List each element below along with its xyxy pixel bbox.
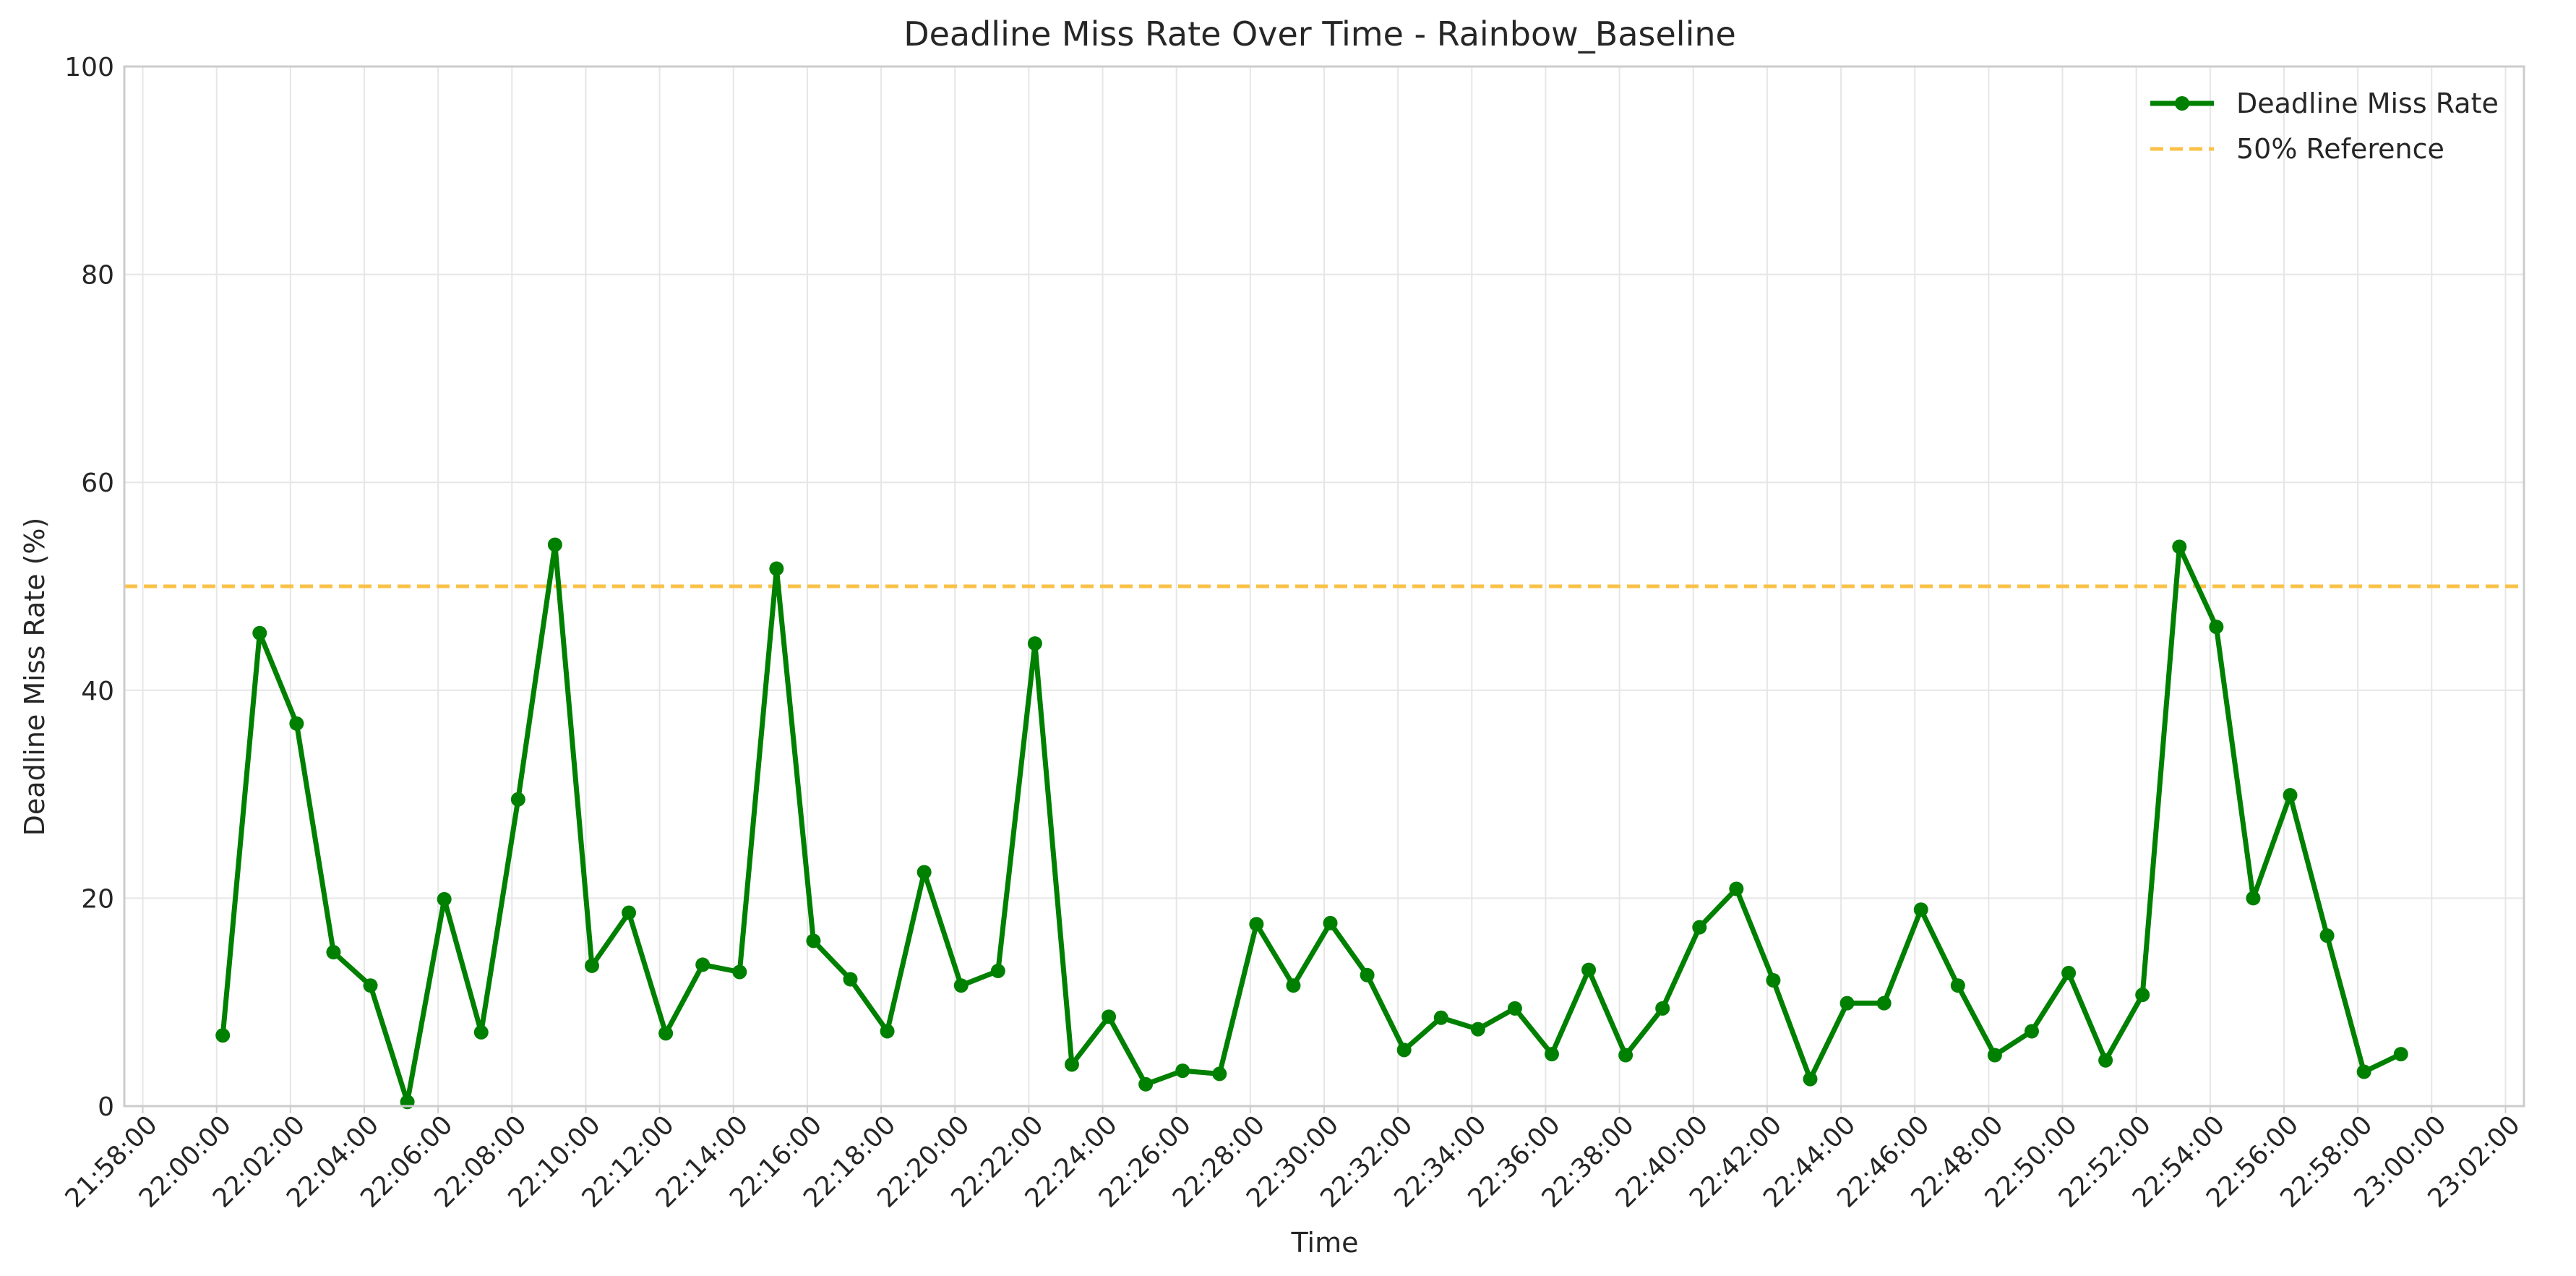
data-point xyxy=(2172,539,2187,554)
y-tick-label: 40 xyxy=(81,677,114,706)
data-point xyxy=(1470,1022,1485,1037)
data-point xyxy=(289,716,304,731)
legend-marker-deadline-miss-rate xyxy=(2175,96,2189,111)
data-point xyxy=(1027,636,1042,651)
data-point xyxy=(547,537,562,552)
data-point xyxy=(953,978,969,993)
data-point xyxy=(1876,995,1892,1011)
data-point xyxy=(1433,1010,1448,1025)
y-tick-label: 60 xyxy=(81,468,114,498)
data-point xyxy=(1655,1001,1670,1016)
data-point xyxy=(1175,1063,1190,1079)
legend-label-deadline-miss-rate: Deadline Miss Rate xyxy=(2236,87,2499,119)
data-point xyxy=(363,978,378,993)
data-point xyxy=(2393,1047,2408,1062)
data-point xyxy=(806,933,821,949)
data-point xyxy=(1323,915,1338,930)
y-tick-label: 20 xyxy=(81,884,114,914)
y-tick-label: 80 xyxy=(81,261,114,291)
data-point xyxy=(1803,1071,1818,1087)
data-point xyxy=(880,1024,895,1039)
y-tick-label: 100 xyxy=(64,53,114,82)
data-point xyxy=(1249,917,1264,932)
data-point xyxy=(990,964,1005,979)
data-point xyxy=(2024,1024,2039,1039)
data-point xyxy=(622,905,637,920)
data-point xyxy=(1064,1057,1079,1072)
series-layer xyxy=(215,537,2408,1110)
data-point xyxy=(1766,973,1781,988)
data-point xyxy=(2135,988,2150,1003)
data-point xyxy=(2246,891,2261,906)
data-point xyxy=(1507,1001,1522,1016)
data-point xyxy=(510,792,525,807)
data-point xyxy=(2283,788,2298,803)
data-point xyxy=(437,891,452,907)
data-point xyxy=(1212,1066,1227,1082)
data-point xyxy=(1102,1009,1117,1024)
data-point xyxy=(1618,1048,1633,1063)
data-point xyxy=(1913,902,1928,917)
data-point xyxy=(252,625,267,641)
data-point xyxy=(1950,978,1965,993)
data-point xyxy=(769,561,784,576)
data-point xyxy=(658,1026,674,1041)
data-point xyxy=(2319,928,2335,943)
data-point xyxy=(1360,967,1375,982)
data-point xyxy=(1987,1048,2002,1063)
data-point xyxy=(1692,920,1707,935)
data-point xyxy=(1729,881,1744,896)
data-point xyxy=(215,1028,231,1043)
data-point xyxy=(732,964,747,980)
data-point xyxy=(326,945,341,960)
x-axis-title: Time xyxy=(1291,1227,1359,1259)
data-point xyxy=(1839,995,1855,1011)
legend: Deadline Miss Rate 50% Reference xyxy=(2150,87,2499,165)
data-point xyxy=(1544,1047,1559,1062)
data-point xyxy=(473,1024,489,1040)
data-point xyxy=(1581,962,1597,977)
data-point xyxy=(1286,978,1301,993)
data-point xyxy=(584,958,599,973)
chart-title: Deadline Miss Rate Over Time - Rainbow_B… xyxy=(903,14,1736,53)
data-point xyxy=(1396,1042,1412,1058)
data-point xyxy=(843,972,858,987)
data-point xyxy=(695,957,710,972)
y-tick-label: 0 xyxy=(98,1092,114,1122)
data-point xyxy=(916,865,932,880)
data-point xyxy=(2061,965,2077,980)
legend-label-50-reference: 50% Reference xyxy=(2236,133,2444,165)
y-axis-title: Deadline Miss Rate (%) xyxy=(19,518,51,836)
data-point xyxy=(2209,620,2224,635)
data-point xyxy=(1138,1076,1154,1092)
series-line-deadline-miss-rate xyxy=(220,541,2403,1105)
data-point xyxy=(2098,1053,2113,1068)
data-point xyxy=(2356,1064,2371,1079)
